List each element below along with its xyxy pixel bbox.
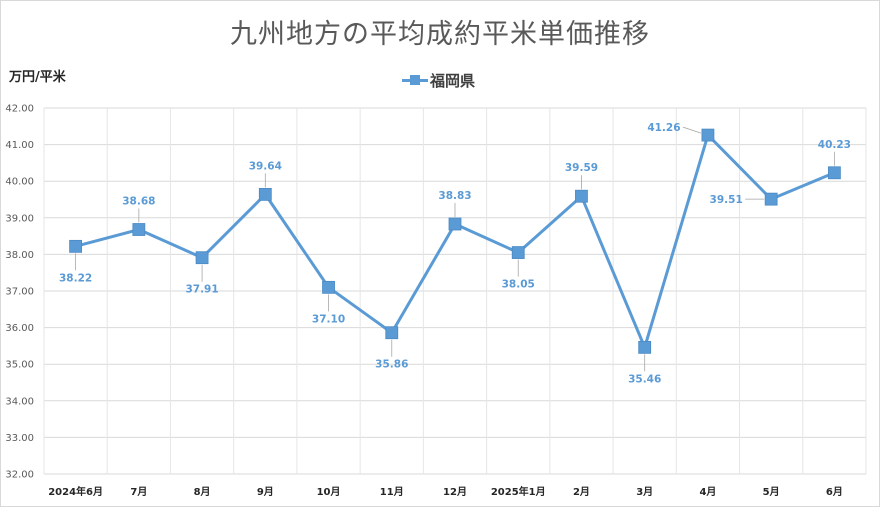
data-label: 38.68: [122, 196, 155, 208]
data-point-marker: [827, 166, 841, 180]
x-tick-label: 2024年6月: [48, 485, 103, 498]
data-point-marker: [195, 251, 209, 265]
data-label: 38.83: [438, 190, 471, 202]
x-tick-label: 12月: [443, 486, 467, 498]
data-label: 38.05: [502, 279, 535, 291]
data-point-marker: [511, 246, 525, 259]
y-tick-label: 37.00: [5, 287, 34, 298]
y-tick-label: 35.00: [5, 360, 34, 371]
x-tick-label: 2月: [573, 486, 590, 498]
y-tick-label: 42.00: [5, 104, 34, 115]
data-label: 35.86: [375, 359, 408, 371]
legend-marker-icon: [402, 73, 428, 87]
x-tick-label: 10月: [317, 486, 341, 498]
x-tick-label: 9月: [257, 486, 274, 498]
data-point-marker: [764, 192, 778, 206]
data-point-marker: [385, 326, 399, 340]
data-label-leader: [682, 126, 702, 134]
data-point-marker: [701, 128, 715, 142]
data-label: 37.10: [312, 313, 345, 325]
data-point-marker: [448, 217, 462, 231]
x-tick-label: 7月: [130, 486, 147, 498]
x-tick-label: 3月: [636, 486, 653, 498]
data-point-marker: [132, 223, 146, 236]
series-line: [75, 133, 835, 349]
y-tick-label: 36.00: [5, 323, 34, 334]
legend-label: 福岡県: [430, 71, 476, 90]
data-point-marker: [575, 189, 588, 203]
y-tick-label: 33.00: [5, 433, 34, 444]
data-label: 41.26: [647, 122, 680, 134]
chart-title: 九州地方の平均成約平米単価推移: [230, 19, 650, 50]
data-label: 39.59: [565, 162, 598, 174]
y-tick-label: 32.00: [5, 470, 34, 481]
x-tick-label: 6月: [826, 486, 843, 498]
y-axis-unit-label: 万円/平米: [9, 70, 66, 85]
data-point-marker: [322, 280, 335, 294]
data-label: 35.46: [628, 373, 661, 385]
data-label: 39.64: [249, 160, 282, 172]
y-tick-label: 38.00: [5, 250, 34, 261]
x-tick-label: 4月: [699, 486, 716, 498]
y-tick-label: 34.00: [5, 396, 34, 407]
legend: 福岡県: [402, 69, 475, 91]
x-tick-label: 11月: [380, 486, 404, 498]
data-label: 40.23: [818, 139, 851, 151]
data-point-marker: [258, 187, 272, 201]
data-label: 39.51: [710, 194, 743, 206]
x-tick-label: 8月: [194, 486, 211, 498]
x-tick-label: 5月: [763, 486, 780, 498]
data-label: 38.22: [59, 272, 92, 284]
y-tick-label: 39.00: [5, 213, 34, 224]
data-label: 37.91: [185, 284, 218, 296]
y-tick-label: 41.00: [5, 140, 34, 151]
x-tick-label: 2025年1月: [491, 485, 546, 498]
y-tick-label: 40.00: [5, 177, 34, 188]
data-point-marker: [638, 340, 652, 354]
data-point-marker: [69, 239, 83, 253]
